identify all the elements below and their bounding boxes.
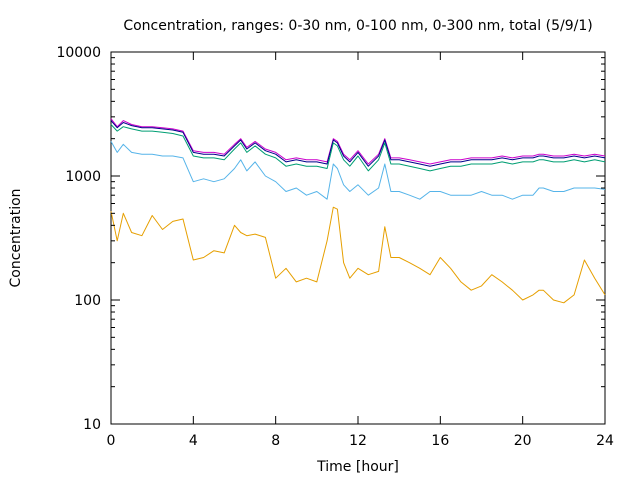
ticks-layer: 0 4 8 12 16 20 24 10 100 1000 10000 <box>56 45 614 449</box>
y-tick-label: 10 <box>83 417 101 433</box>
x-tick-label: 4 <box>189 433 198 449</box>
y-tick-label: 100 <box>74 293 101 309</box>
y-axis-label: Concentration <box>8 188 24 287</box>
series-line-0 <box>110 118 606 165</box>
x-tick-label: 16 <box>431 433 449 449</box>
series-line-2 <box>110 124 606 172</box>
x-tick-label: 20 <box>514 433 532 449</box>
x-tick-label: 0 <box>107 433 116 449</box>
series-layer <box>110 118 606 304</box>
series-line-4 <box>110 206 606 304</box>
plot-frame <box>110 51 606 425</box>
y-tick-label: 1000 <box>65 169 101 185</box>
y-tick-label: 10000 <box>56 45 101 61</box>
x-axis-label: Time [hour] <box>316 459 399 475</box>
x-tick-label: 8 <box>271 433 280 449</box>
series-line-1 <box>110 120 606 167</box>
chart-title: Concentration, ranges: 0-30 nm, 0-100 nm… <box>123 18 592 34</box>
x-tick-label: 12 <box>349 433 367 449</box>
series-line-3 <box>110 141 606 200</box>
x-tick-label: 24 <box>596 433 614 449</box>
